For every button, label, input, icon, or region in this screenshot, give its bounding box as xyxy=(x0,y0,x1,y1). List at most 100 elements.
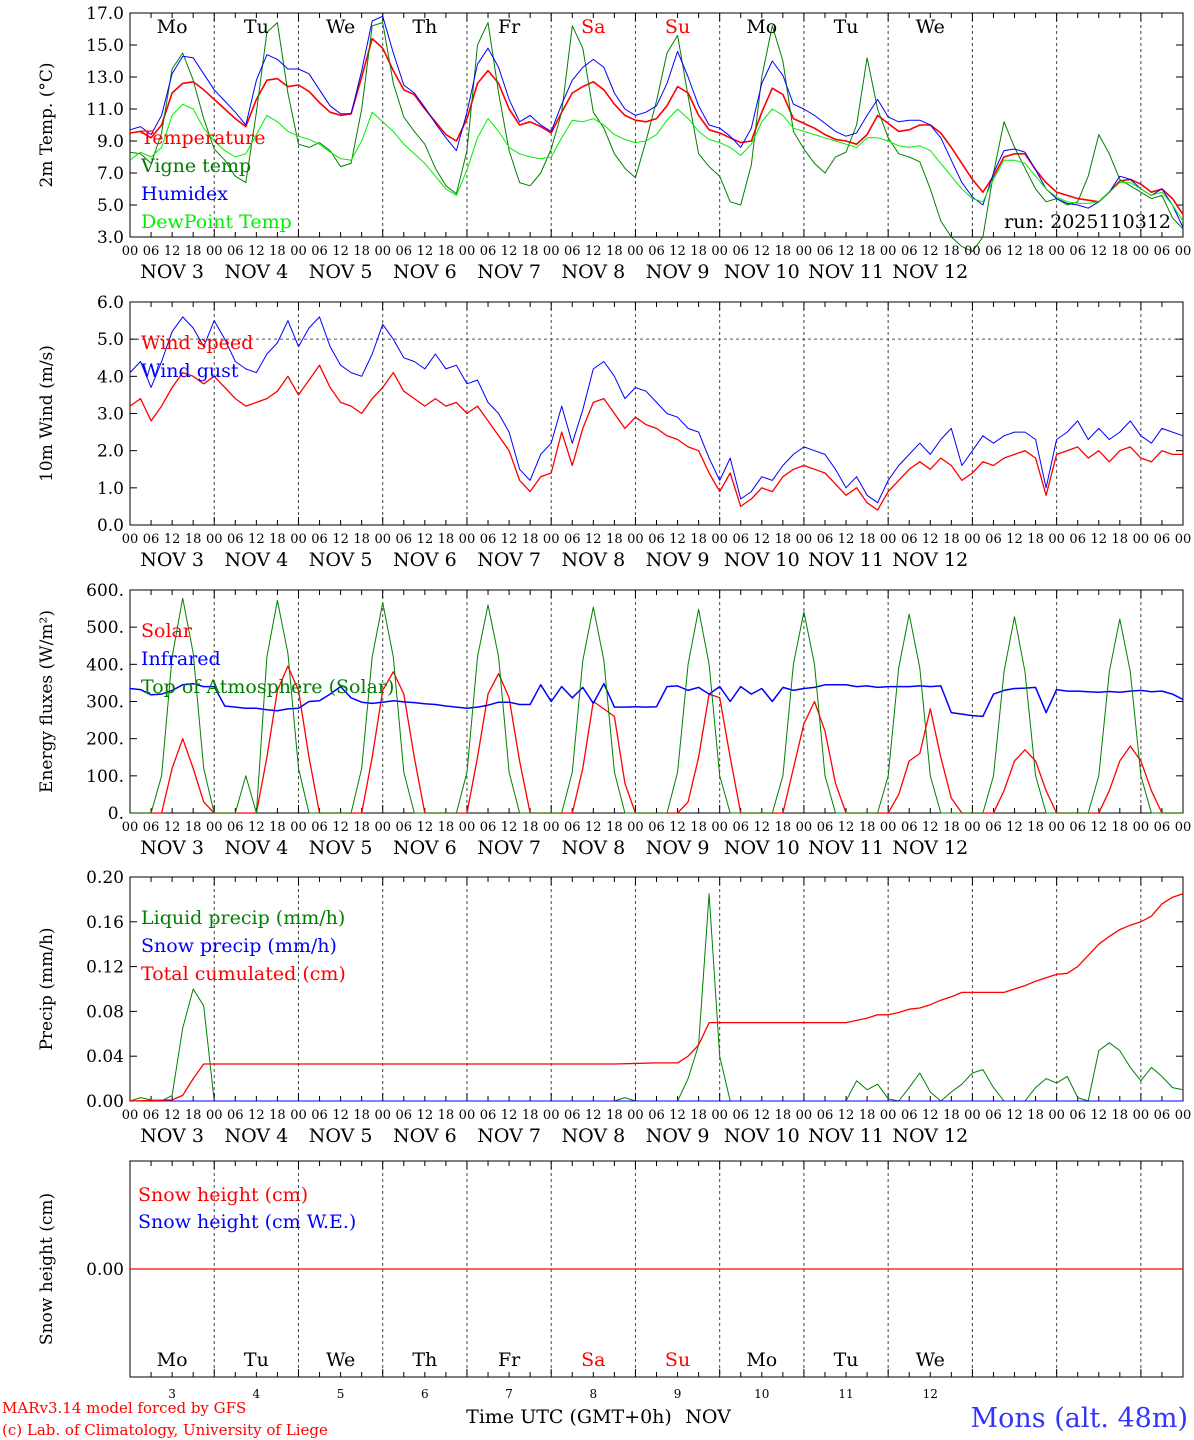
date-label: NOV 5 xyxy=(309,261,373,283)
hour-tick-label: 12 xyxy=(332,820,349,835)
hour-tick-label: 18 xyxy=(438,244,455,259)
weekday-label: Sa xyxy=(581,1349,605,1371)
hour-tick-label: 12 xyxy=(1090,1108,1107,1123)
hour-tick-label: 06 xyxy=(564,1108,581,1123)
y-tick-label: 0.16 xyxy=(86,913,124,933)
hour-tick-label: 18 xyxy=(353,532,370,547)
hour-tick-label: 12 xyxy=(838,1108,855,1123)
day-number-label: 9 xyxy=(674,1387,682,1401)
hour-tick-label: 06 xyxy=(396,244,413,259)
month-label: NOV xyxy=(685,1406,731,1428)
hour-tick-label: 00 xyxy=(711,244,728,259)
legend-entry: Wind speed xyxy=(141,332,253,354)
hour-tick-label: 18 xyxy=(522,820,539,835)
hour-tick-label: 00 xyxy=(290,532,307,547)
hour-tick-label: 06 xyxy=(1069,1108,1086,1123)
hour-tick-label: 12 xyxy=(1006,532,1023,547)
legend-entry: Top of Atmosphere (Solar) xyxy=(141,676,394,698)
hour-tick-label: 00 xyxy=(459,532,476,547)
y-tick-label: 15.0 xyxy=(86,36,124,56)
y-axis-label: 10m Wind (m/s) xyxy=(37,345,57,482)
hour-tick-label: 18 xyxy=(606,244,623,259)
hour-tick-label: 12 xyxy=(585,532,602,547)
panel-frame xyxy=(129,12,1184,238)
hour-tick-label: 06 xyxy=(648,1108,665,1123)
y-tick-label: 0.12 xyxy=(86,958,124,978)
hour-tick-label: 12 xyxy=(669,820,686,835)
hour-tick-label: 06 xyxy=(480,1108,497,1123)
day-number-label: 7 xyxy=(505,1387,513,1401)
date-label: NOV 12 xyxy=(892,549,968,571)
hour-tick-label: 12 xyxy=(332,1108,349,1123)
weekday-label: Fr xyxy=(498,1349,521,1371)
date-label: NOV 10 xyxy=(724,837,800,859)
date-label: NOV 11 xyxy=(808,549,884,571)
date-label: NOV 6 xyxy=(393,837,457,859)
date-label: NOV 8 xyxy=(561,1125,625,1147)
hour-tick-label: 06 xyxy=(732,244,749,259)
hour-tick-label: 06 xyxy=(143,1108,160,1123)
hour-tick-label: 00 xyxy=(122,244,139,259)
y-tick-label: 5.0 xyxy=(97,196,124,216)
hour-tick-label: 18 xyxy=(269,820,286,835)
hour-tick-label: 12 xyxy=(838,532,855,547)
hour-tick-label: 18 xyxy=(1112,820,1129,835)
hour-tick-label: 18 xyxy=(522,244,539,259)
hour-tick-label: 00 xyxy=(374,532,391,547)
hour-tick-label: 18 xyxy=(185,820,202,835)
day-number-label: 12 xyxy=(923,1387,938,1401)
hour-tick-label: 12 xyxy=(754,532,771,547)
hour-tick-label: 18 xyxy=(1027,244,1044,259)
hour-tick-label: 06 xyxy=(480,820,497,835)
hour-tick-label: 00 xyxy=(1175,1108,1192,1123)
hour-tick-label: 12 xyxy=(501,1108,518,1123)
hour-tick-label: 00 xyxy=(206,532,223,547)
y-tick-label: 13.0 xyxy=(86,68,124,88)
hour-tick-label: 06 xyxy=(396,1108,413,1123)
hour-tick-label: 06 xyxy=(985,532,1002,547)
hour-tick-label: 18 xyxy=(859,1108,876,1123)
y-tick-label: 11.0 xyxy=(86,100,124,120)
y-tick-label: 500. xyxy=(86,618,124,638)
hour-tick-label: 18 xyxy=(943,244,960,259)
hour-tick-label: 18 xyxy=(1027,820,1044,835)
panel-wind xyxy=(129,301,1184,526)
hour-tick-label: 00 xyxy=(964,820,981,835)
hour-tick-label: 06 xyxy=(648,244,665,259)
hour-tick-label: 06 xyxy=(311,820,328,835)
hour-tick-label: 00 xyxy=(880,820,897,835)
hour-tick-label: 06 xyxy=(227,532,244,547)
hour-tick-label: 00 xyxy=(796,244,813,259)
date-label: NOV 7 xyxy=(477,549,541,571)
date-label: NOV 7 xyxy=(477,837,541,859)
hour-tick-label: 18 xyxy=(353,820,370,835)
hour-tick-label: 06 xyxy=(143,244,160,259)
hour-tick-label: 12 xyxy=(669,532,686,547)
hour-tick-label: 12 xyxy=(1006,244,1023,259)
hour-tick-label: 06 xyxy=(901,532,918,547)
date-label: NOV 7 xyxy=(477,1125,541,1147)
hour-tick-label: 06 xyxy=(1154,532,1171,547)
panel-precip xyxy=(129,876,1184,1102)
weekday-label: Su xyxy=(665,1349,690,1371)
hour-tick-label: 06 xyxy=(1069,820,1086,835)
hour-tick-label: 06 xyxy=(732,820,749,835)
hour-tick-label: 06 xyxy=(227,244,244,259)
hour-tick-label: 18 xyxy=(1027,532,1044,547)
hour-tick-label: 00 xyxy=(543,532,560,547)
hour-tick-label: 06 xyxy=(817,244,834,259)
weekday-label: Su xyxy=(665,16,690,38)
hour-tick-label: 06 xyxy=(648,532,665,547)
hour-tick-label: 06 xyxy=(817,820,834,835)
date-label: NOV 4 xyxy=(225,1125,289,1147)
date-label: NOV 5 xyxy=(309,1125,373,1147)
hour-tick-label: 12 xyxy=(1090,244,1107,259)
y-tick-label: 7.0 xyxy=(97,164,124,184)
hour-tick-label: 12 xyxy=(922,1108,939,1123)
legend-entry: Total cumulated (cm) xyxy=(141,963,346,985)
date-label: NOV 6 xyxy=(393,261,457,283)
hour-tick-label: 00 xyxy=(880,244,897,259)
y-tick-label: 0.04 xyxy=(86,1047,124,1067)
date-label: NOV 4 xyxy=(225,837,289,859)
